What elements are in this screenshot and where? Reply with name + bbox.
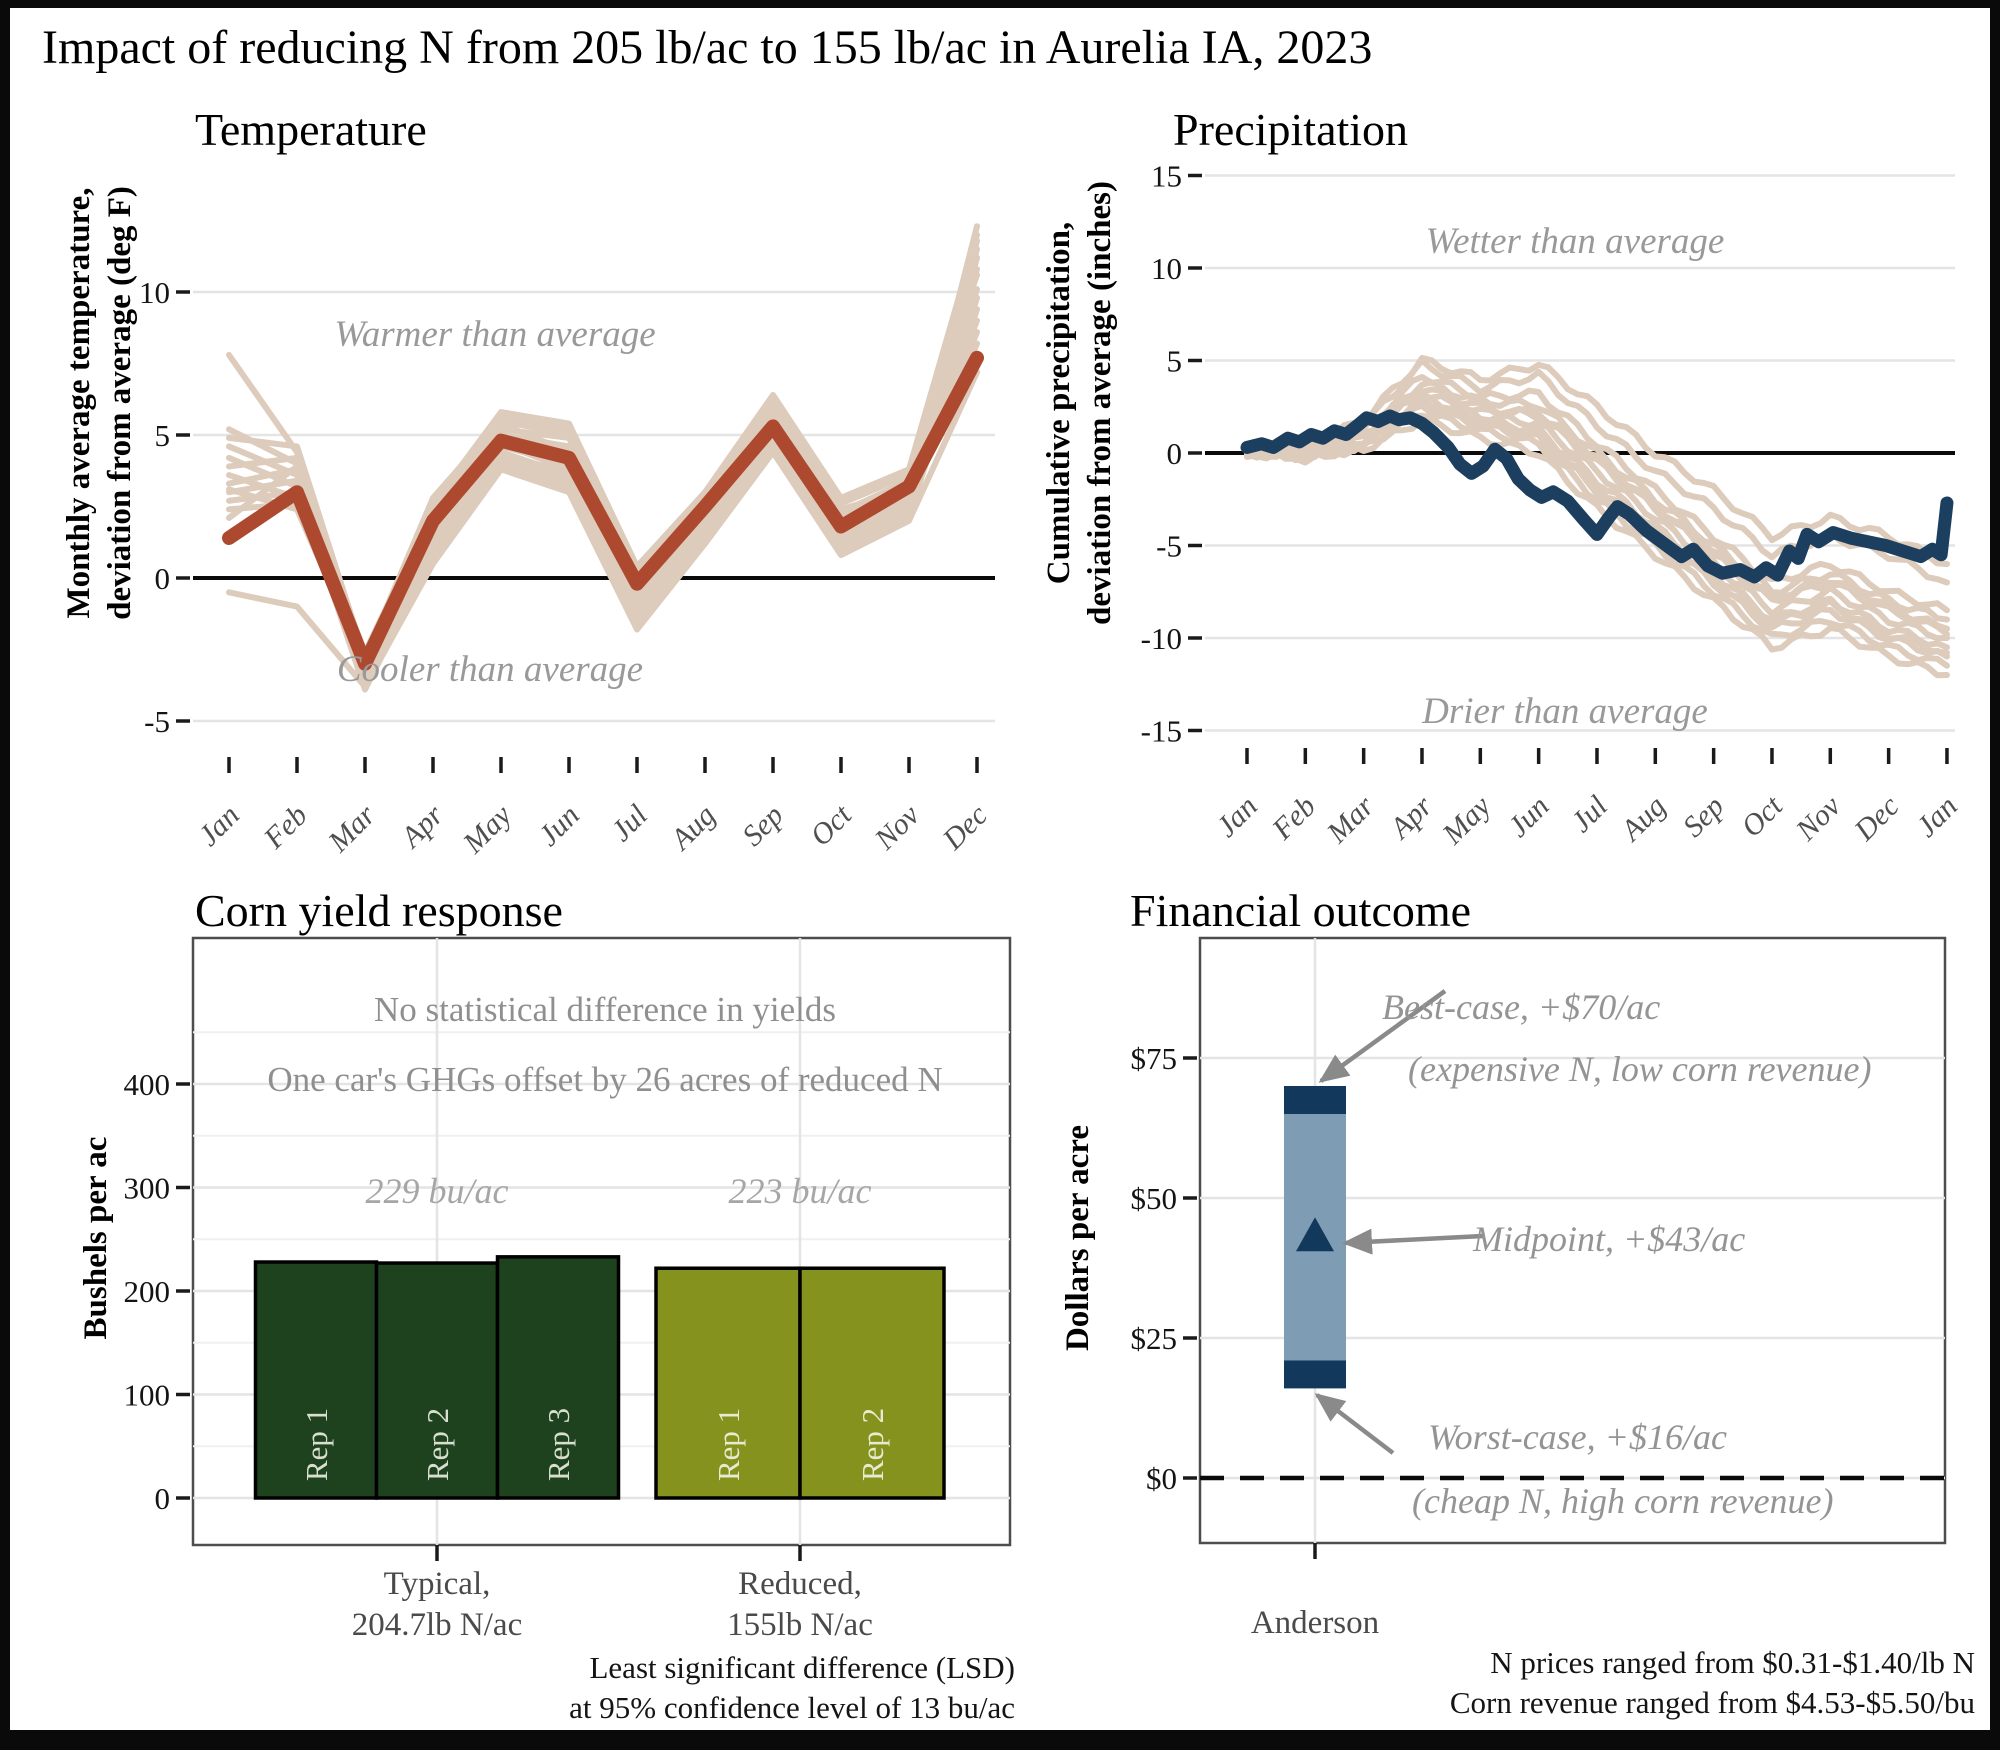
svg-text:Rep 2: Rep 2 [855,1408,890,1481]
financial-caption-line2: Corn revenue ranged from $4.53-$5.50/bu [1449,1685,1975,1721]
svg-text:$50: $50 [1131,1181,1178,1216]
corn-caption-line1: Least significant difference (LSD) [589,1650,1015,1685]
corn-caption-line2: at 95% confidence level of 13 bu/ac [569,1690,1015,1726]
precipitation-y-axis-title-line1: Cumulative precipitation, [1041,221,1077,585]
temperature-title: Temperature [195,104,427,155]
corn-note-2: One car's GHGs offset by 26 acres of red… [267,1060,943,1099]
svg-text:-10: -10 [1141,621,1182,656]
svg-text:Rep 2: Rep 2 [420,1408,455,1481]
svg-text:Oct: Oct [1735,789,1789,843]
corn-group-label-typical-line1: Typical, [383,1566,491,1602]
svg-text:Jul: Jul [1565,790,1614,839]
svg-text:Dec: Dec [936,799,994,857]
temperature-annotation-warmer: Warmer than average [334,314,656,355]
svg-text:400: 400 [124,1067,171,1102]
corn-y-axis-title: Bushels per ac [78,1136,114,1340]
svg-text:300: 300 [124,1171,171,1206]
svg-text:Apr: Apr [1382,789,1439,846]
svg-text:Feb: Feb [257,799,314,856]
svg-text:Jun: Jun [532,799,586,853]
financial-x-label: Anderson [1250,1605,1380,1641]
svg-text:-5: -5 [1156,529,1182,564]
corn-mean-label-typical: 229 bu/ac [365,1171,509,1211]
svg-text:May: May [456,798,518,860]
svg-text:Apr: Apr [393,798,450,855]
svg-text:Aug: Aug [1613,790,1672,849]
svg-text:100: 100 [124,1378,171,1413]
corn-group-label-reduced-line1: Reduced, [738,1566,862,1602]
svg-text:-15: -15 [1141,714,1182,749]
svg-text:0: 0 [155,561,171,596]
financial-caption: N prices ranged from $0.31-$1.40/lb N Co… [1375,1643,1975,1724]
corn-group-label-reduced-line2: 155lb N/ac [727,1607,873,1644]
svg-text:Feb: Feb [1265,790,1322,847]
financial-chart: $0 $25 $50 $75 [1131,936,1947,1559]
svg-text:$75: $75 [1131,1041,1178,1076]
svg-text:200: 200 [124,1274,171,1309]
svg-text:Dec: Dec [1847,790,1905,848]
precipitation-y-axis-title: Cumulative precipitation, deviation from… [1039,83,1125,723]
svg-text:Aug: Aug [663,799,722,858]
financial-midpoint-label: Midpoint, +$43/ac [1473,1219,1746,1259]
svg-text:Sep: Sep [736,799,790,853]
corn-mean-label-reduced: 223 bu/ac [728,1171,872,1211]
corn-group-label-typical-line2: 204.7lb N/ac [351,1607,523,1644]
financial-worst-case-label: Worst-case, +$16/ac [1428,1417,1727,1457]
precipitation-title: Precipitation [1173,104,1409,155]
svg-text:Jan: Jan [192,799,246,853]
svg-text:0: 0 [155,1481,171,1516]
svg-text:0: 0 [1167,436,1183,471]
temperature-y-axis-title-line1: Monthly average temperature, [61,187,97,619]
corn-group-label-typical: Typical, 204.7lb N/ac [287,1564,587,1647]
svg-text:May: May [1436,789,1498,851]
svg-text:5: 5 [155,418,171,453]
svg-text:Jul: Jul [605,799,654,848]
svg-text:10: 10 [139,275,170,310]
corn-caption: Least significant difference (LSD) at 95… [415,1648,1015,1729]
svg-text:Jun: Jun [1502,790,1556,844]
svg-text:Nov: Nov [1789,789,1848,848]
financial-caption-line1: N prices ranged from $0.31-$1.40/lb N [1490,1645,1975,1680]
svg-text:Nov: Nov [868,798,927,857]
svg-text:$25: $25 [1131,1321,1178,1356]
corn-group-label-reduced: Reduced, 155lb N/ac [650,1564,950,1647]
financial-y-axis-title: Dollars per acre [1060,1124,1096,1352]
temperature-chart: -5 0 5 10 Jan Feb Mar Apr May Jun Jul Aug Sep Oct Nov D… [139,223,995,860]
main-title: Impact of reducing N from 205 lb/ac to 1… [42,21,1373,74]
svg-text:10: 10 [1151,251,1182,286]
financial-title: Financial outcome [1130,885,1472,936]
svg-text:Sep: Sep [1677,790,1731,844]
svg-text:15: 15 [1151,159,1182,194]
svg-text:Rep 1: Rep 1 [299,1408,334,1481]
figure-canvas: Impact of reducing N from 205 lb/ac to 1… [10,8,1990,1730]
corn-yield-title: Corn yield response [195,885,563,936]
svg-text:Oct: Oct [804,798,858,852]
financial-best-case-sublabel: (expensive N, low corn revenue) [1408,1049,1872,1089]
svg-text:Rep 3: Rep 3 [541,1408,576,1481]
temperature-annotation-cooler: Cooler than average [336,649,644,690]
corn-note-1: No statistical difference in yields [374,990,836,1029]
svg-text:-5: -5 [144,704,170,739]
svg-text:5: 5 [1167,344,1183,379]
precipitation-annotation-wetter: Wetter than average [1425,221,1725,262]
svg-text:Mar: Mar [321,798,382,859]
svg-text:Jan: Jan [1210,790,1264,844]
svg-text:$0: $0 [1146,1461,1177,1496]
financial-best-case-label: Best-case, +$70/ac [1382,987,1661,1027]
precipitation-annotation-drier: Drier than average [1422,691,1708,732]
precipitation-y-axis-title-line2: deviation from average (inches) [1082,181,1119,625]
svg-text:Mar: Mar [1320,789,1381,850]
corn-yield-chart: 0 100 200 300 400 Rep 1 Rep 2 Rep 3 Rep 1 Rep 2 [124,936,1012,1561]
svg-text:Jan: Jan [1910,790,1964,844]
svg-text:Rep 1: Rep 1 [711,1408,746,1481]
financial-worst-case-sublabel: (cheap N, high corn revenue) [1412,1481,1834,1521]
